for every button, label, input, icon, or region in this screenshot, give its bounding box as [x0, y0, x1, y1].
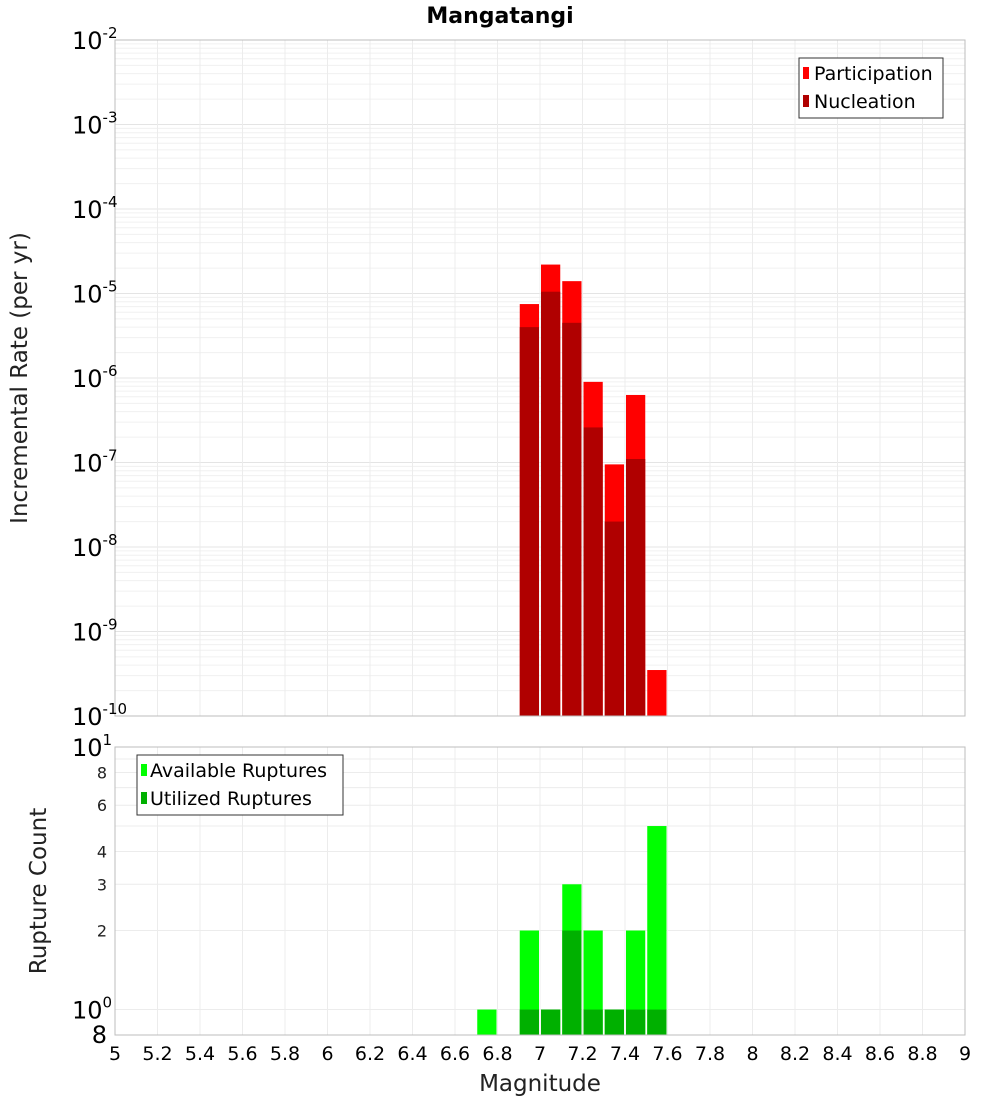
count-y-minor-tick-label: 2	[97, 922, 107, 941]
available-ruptures-bar	[626, 930, 646, 1035]
x-tick-label: 5.4	[185, 1043, 215, 1065]
rate-y-tick-label: 10-5	[72, 278, 118, 309]
nucleation-bar	[604, 521, 624, 716]
utilized-ruptures-bar	[519, 1009, 539, 1035]
count-plot-frame	[114, 746, 966, 1036]
count-legend: Available Ruptures Utilized Ruptures	[136, 754, 344, 816]
rate-y-tick-label: 10-6	[72, 362, 118, 393]
x-tick-label: 6.6	[440, 1043, 470, 1065]
utilized-ruptures-bar	[562, 930, 582, 1035]
utilized-ruptures-bar	[583, 1009, 603, 1035]
count-y-tick-label: 101	[72, 731, 112, 762]
rate-y-tick-label: 10-7	[72, 447, 118, 478]
x-tick-label: 7	[534, 1043, 546, 1065]
legend-label-nucleation: Nucleation	[814, 91, 916, 113]
count-y-minor-tick-label: 8	[92, 1021, 107, 1049]
x-tick-label: 8	[746, 1043, 758, 1065]
x-tick-label: 6.2	[355, 1043, 385, 1065]
available-ruptures-bar	[477, 1009, 497, 1035]
x-tick-label: 6	[321, 1043, 333, 1065]
x-tick-label: 7.6	[652, 1043, 682, 1065]
nucleation-bar	[519, 327, 539, 716]
rate-legend: Participation Nucleation	[798, 57, 944, 119]
rate-y-axis-label: Incremental Rate (per yr)	[7, 232, 33, 524]
legend-swatch-nucleation	[803, 95, 809, 107]
rate-legend-box	[798, 57, 944, 119]
utilized-ruptures-bar	[541, 1009, 561, 1035]
x-axis-label: Magnitude	[479, 1071, 601, 1097]
count-y-minor-tick-label: 3	[97, 875, 107, 894]
chart-title: Mangatangi	[426, 4, 573, 29]
count-y-minor-tick-label: 4	[97, 842, 107, 861]
nucleation-bar	[541, 291, 561, 716]
x-tick-label: 5	[109, 1043, 121, 1065]
legend-label-utilized: Utilized Ruptures	[150, 788, 312, 810]
available-ruptures-bar	[583, 930, 603, 1035]
rate-y-tick-label: 10-3	[72, 109, 118, 140]
x-tick-label: 5.2	[142, 1043, 172, 1065]
legend-label-available: Available Ruptures	[150, 760, 327, 782]
rate-y-tick-label: 10-8	[72, 531, 118, 562]
x-tick-label: 8.2	[780, 1043, 810, 1065]
x-tick-label: 9	[959, 1043, 971, 1065]
legend-swatch-available	[141, 764, 147, 776]
count-y-minor-tick-label: 8	[97, 763, 107, 782]
utilized-ruptures-bar	[647, 1009, 667, 1035]
x-tick-label: 7.8	[695, 1043, 725, 1065]
legend-label-participation: Participation	[814, 63, 933, 85]
x-tick-label: 6.4	[397, 1043, 427, 1065]
nucleation-bar	[583, 427, 603, 716]
x-tick-label: 5.6	[227, 1043, 257, 1065]
x-tick-label: 7.2	[567, 1043, 597, 1065]
nucleation-bar	[626, 459, 646, 716]
x-tick-label: 7.4	[610, 1043, 640, 1065]
available-ruptures-bar	[519, 930, 539, 1035]
utilized-ruptures-bar	[626, 1009, 646, 1035]
utilized-ruptures-bar	[604, 1009, 624, 1035]
rate-y-tick-label: 10-9	[72, 616, 118, 647]
x-tick-label: 5.8	[270, 1043, 300, 1065]
x-tick-label: 8.6	[865, 1043, 895, 1065]
participation-bar	[647, 670, 667, 716]
rate-plot-frame	[114, 39, 966, 717]
rate-panel: 10-10 10-9 10-8 10-7 10-6 10-5 10-4 10-3 10-2 In…	[7, 24, 966, 731]
legend-swatch-participation	[803, 67, 809, 79]
available-ruptures-bar	[647, 826, 667, 1035]
count-legend-box	[136, 754, 344, 816]
legend-swatch-utilized	[141, 792, 147, 804]
rate-y-tick-label: 10-2	[72, 24, 118, 55]
nucleation-bar	[562, 322, 582, 716]
count-y-minor-tick-label: 6	[97, 796, 107, 815]
x-tick-label: 8.8	[907, 1043, 937, 1065]
count-y-axis-label: Rupture Count	[26, 808, 52, 974]
rate-y-tick-label: 10-10	[72, 700, 127, 731]
x-tick-label: 8.4	[822, 1043, 852, 1065]
count-y-tick-label: 100	[72, 994, 112, 1025]
x-tick-label: 6.8	[482, 1043, 512, 1065]
rate-y-tick-label: 10-4	[72, 193, 118, 224]
